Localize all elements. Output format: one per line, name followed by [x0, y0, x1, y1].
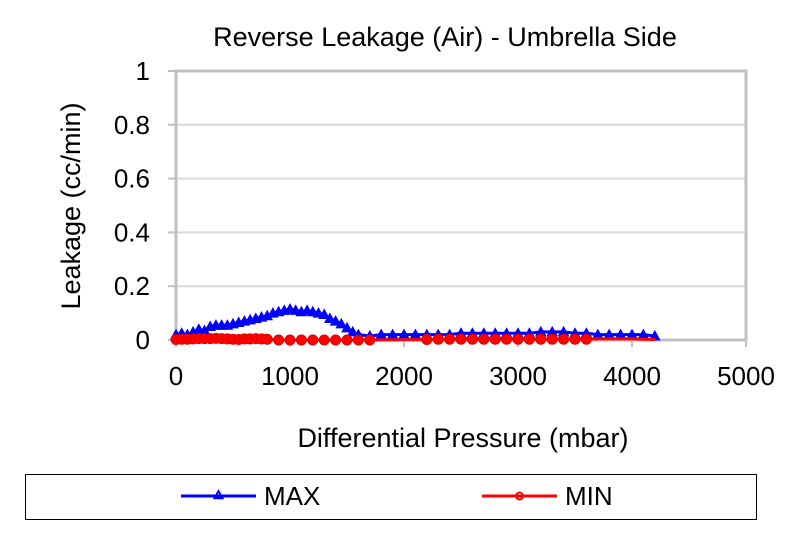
data-point-min — [512, 333, 524, 345]
data-point-max — [648, 329, 661, 341]
y-tick-label: 1 — [136, 56, 150, 86]
chart-title: Reverse Leakage (Air) - Umbrella Side — [213, 22, 677, 52]
x-tick-label: 4000 — [603, 361, 661, 391]
y-tick-label: 0.2 — [114, 271, 150, 301]
data-point-max — [346, 325, 359, 337]
data-point-min — [364, 334, 376, 346]
y-axis-label: Leakage (cc/min) — [56, 102, 86, 309]
data-point-max — [324, 312, 336, 323]
data-point-min — [501, 333, 513, 345]
legend-label: MIN — [565, 481, 613, 511]
data-point-min — [341, 334, 353, 346]
legend-label: MAX — [264, 481, 320, 511]
y-tick-label: 0 — [136, 325, 150, 355]
legend: MAX MIN — [25, 474, 757, 520]
x-axis-label: Differential Pressure (mbar) — [297, 423, 628, 453]
data-point-min — [535, 333, 547, 345]
x-tick-label: 0 — [169, 361, 183, 391]
y-tick-label: 0.4 — [114, 217, 150, 247]
data-point-min — [444, 333, 456, 345]
x-tick-label: 5000 — [717, 361, 775, 391]
x-axis-ticks: 0 1000 2000 3000 4000 5000 — [169, 340, 775, 391]
plot-area — [174, 69, 748, 342]
data-point-max — [335, 317, 348, 329]
data-point-min — [558, 333, 570, 345]
x-tick-label: 1000 — [261, 361, 319, 391]
series-min — [170, 332, 655, 346]
x-tick-label: 3000 — [489, 361, 547, 391]
data-point-min — [580, 333, 592, 345]
legend-box — [25, 474, 757, 520]
data-point-min — [295, 334, 307, 346]
triangle-marker-icon — [212, 488, 225, 500]
data-point-min — [352, 334, 364, 346]
data-point-min — [478, 333, 490, 345]
data-point-min — [330, 334, 342, 346]
data-point-min — [523, 333, 535, 345]
data-point-min — [569, 333, 581, 345]
legend-item-max: MAX — [181, 481, 320, 511]
y-axis-ticks: 0 0.2 0.4 0.6 0.8 1 — [114, 56, 176, 355]
data-point-max — [329, 315, 342, 326]
data-point-min — [318, 334, 330, 346]
data-point-min — [421, 333, 433, 345]
y-tick-label: 0.6 — [114, 164, 150, 194]
x-tick-label: 2000 — [375, 361, 433, 391]
y-tick-label: 0.8 — [114, 110, 150, 140]
gridlines — [176, 123, 746, 288]
data-point-min — [307, 334, 319, 346]
data-point-max — [341, 321, 353, 333]
data-point-max — [318, 308, 331, 319]
series — [170, 303, 661, 346]
data-point-min — [546, 333, 558, 345]
data-point-min — [455, 333, 467, 345]
legend-item-min: MIN — [482, 481, 613, 511]
data-point-min — [489, 333, 501, 345]
data-point-min — [273, 334, 285, 346]
data-point-min — [284, 334, 296, 346]
data-point-min — [466, 333, 478, 345]
data-point-min — [432, 333, 444, 345]
data-point-min — [261, 333, 273, 345]
circle-marker-icon — [515, 491, 524, 501]
